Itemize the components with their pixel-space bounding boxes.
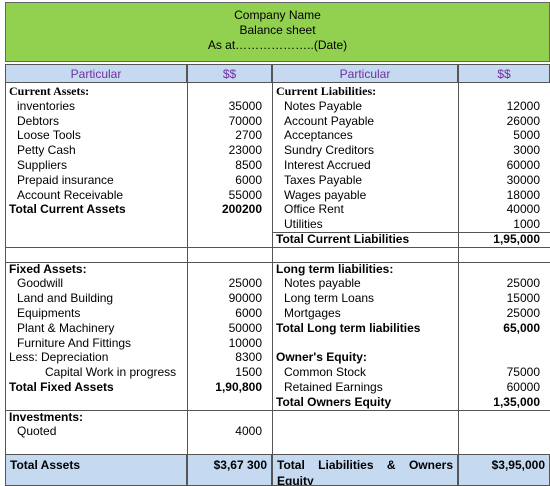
item-label: Petty Cash	[17, 143, 76, 158]
item-label: Land and Building	[17, 291, 114, 306]
amount: 1,95,000	[493, 232, 540, 246]
item-label: Fixed Assets:	[9, 261, 87, 276]
column-line	[272, 83, 273, 454]
item-label: Sundry Creditors	[284, 143, 375, 158]
item-label: Retained Earnings	[284, 380, 383, 394]
column-header: $$	[187, 64, 272, 83]
item-label: Prepaid insurance	[17, 172, 114, 187]
amount: 4000	[235, 424, 262, 439]
amount: 25000	[228, 276, 262, 291]
row-line	[5, 409, 550, 411]
item-label: Loose Tools	[17, 128, 81, 143]
total-cell: Total Assets	[5, 454, 187, 486]
amount: 15000	[506, 291, 540, 306]
item-label: Furniture And Fittings	[17, 335, 132, 350]
column-line	[187, 83, 188, 454]
column-line	[5, 83, 6, 454]
item-label: Long term liabilities:	[276, 261, 394, 276]
header-line: Balance sheet	[239, 23, 316, 37]
item-label: Notes payable	[284, 276, 361, 291]
column-header: Particular	[272, 64, 458, 83]
amount: 18000	[506, 187, 540, 202]
item-label: Notes Payable	[284, 98, 363, 113]
amount: 60000	[506, 158, 540, 172]
amount: 26000	[506, 113, 540, 128]
item-label: Quoted	[17, 424, 57, 439]
item-label: Utilities	[284, 217, 323, 232]
item-label: Mortgages	[284, 306, 341, 320]
amount: 1,90,800	[215, 380, 262, 394]
amount: 35000	[228, 98, 262, 113]
item-label: Debtors	[17, 113, 60, 128]
item-label: Goodwill	[17, 276, 64, 291]
amount: 2700	[235, 128, 262, 143]
column-header: Particular	[5, 64, 187, 83]
amount: 6000	[235, 172, 262, 187]
column-line	[458, 83, 459, 454]
item-label: Total Long term liabilities	[276, 320, 421, 335]
amount: 90000	[228, 291, 262, 306]
item-label: Total Current Liabilities	[276, 232, 410, 246]
row-line	[272, 232, 550, 233]
amount: 25000	[506, 276, 540, 291]
item-label: Total Fixed Assets	[9, 380, 114, 394]
amount: 30000	[506, 172, 540, 187]
item-label: Common Stock	[284, 365, 367, 380]
amount: 65,000	[503, 320, 540, 335]
amount: 60000	[506, 380, 540, 394]
amount: 50000	[228, 320, 262, 335]
item-label: Office Rent	[284, 202, 344, 217]
amount: 1500	[235, 365, 262, 380]
item-label: inventories	[17, 98, 76, 113]
item-label: Wages payable	[284, 187, 367, 202]
item-label: Total Current Assets	[9, 202, 126, 217]
amount: 23000	[228, 143, 262, 158]
amount: 10000	[228, 335, 262, 350]
sheet-header: Company Name Balance sheet As at………………..…	[5, 2, 550, 62]
amount: 1000	[513, 217, 540, 232]
column-header: $$	[458, 64, 550, 83]
amount: 55000	[228, 187, 262, 202]
amount: 1,35,000	[493, 394, 540, 409]
item-label: Capital Work in progress	[45, 365, 177, 380]
item-label: Suppliers	[17, 158, 68, 172]
total-cell: Total Liabilities & Owners Equity	[272, 454, 458, 486]
amount: 12000	[506, 98, 540, 113]
row-line	[5, 246, 550, 248]
item-label: Account Receivable	[17, 187, 124, 202]
header-line: As at………………..(Date)	[207, 38, 348, 52]
item-label: Total Owners Equity	[276, 394, 392, 409]
amount: 5000	[513, 128, 540, 143]
item-label: Account Payable	[284, 113, 375, 128]
item-label: Current Assets:	[9, 84, 90, 98]
total-cell: $3,95,000	[458, 454, 550, 486]
item-label: Current Liabilities:	[276, 84, 377, 98]
amount: 75000	[506, 365, 540, 380]
item-label: Plant & Machinery	[17, 320, 115, 335]
header-line: Company Name	[234, 8, 321, 22]
item-label: Owner's Equity:	[276, 350, 367, 365]
item-label: Taxes Payable	[284, 172, 363, 187]
item-label: Interest Accrued	[284, 158, 371, 172]
amount: 40000	[506, 202, 540, 217]
amount: 6000	[235, 306, 262, 320]
amount: 8500	[235, 158, 262, 172]
amount: 25000	[506, 306, 540, 320]
row-line	[5, 261, 550, 263]
amount: 3000	[513, 143, 540, 158]
total-cell: $3,67 300	[187, 454, 272, 486]
item-label: Acceptances	[284, 128, 353, 143]
amount: 8300	[235, 350, 262, 365]
item-label: Equipments	[17, 306, 81, 320]
item-label: Less: Depreciation	[9, 350, 109, 365]
item-label: Long term Loans	[284, 291, 375, 306]
item-label: Investments:	[9, 409, 84, 424]
amount: 200200	[221, 202, 262, 217]
amount: 70000	[228, 113, 262, 128]
